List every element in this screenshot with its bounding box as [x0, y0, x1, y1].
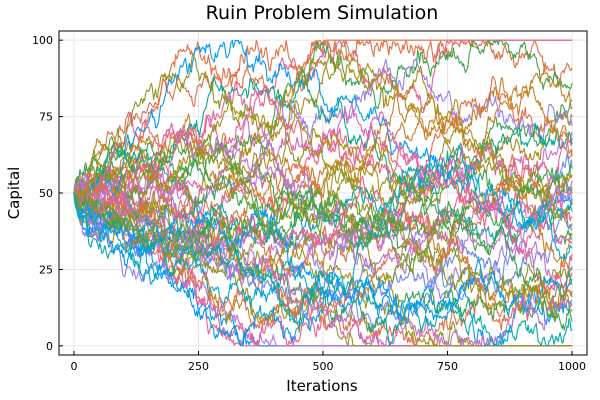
series-line-13: [73, 65, 573, 210]
series-line-50: [73, 192, 573, 347]
y-ticks: 0 25 50 75 100: [32, 34, 63, 353]
chart-title: Ruin Problem Simulation: [206, 2, 439, 24]
y-tick-label: 50: [39, 187, 53, 200]
x-tick-label: 0: [70, 360, 77, 373]
series-line-47: [73, 172, 573, 347]
series-line-34: [73, 169, 573, 279]
series-line-32: [73, 40, 573, 229]
series-line-15: [73, 58, 573, 245]
series-line-11: [73, 39, 573, 207]
x-tick-label: 250: [188, 360, 209, 373]
series-line-35: [73, 142, 573, 252]
series-line-26: [73, 141, 573, 272]
series-line-42: [73, 192, 573, 347]
x-ticks: 0 250 500 750 1000: [70, 351, 586, 373]
series-line-27: [73, 39, 573, 230]
series-lines: [73, 39, 573, 347]
x-tick-label: 500: [313, 360, 334, 373]
series-line-1: [73, 39, 573, 202]
series-line-48: [73, 54, 573, 317]
y-tick-label: 100: [32, 34, 53, 47]
y-tick-label: 0: [46, 340, 53, 353]
series-line-44: [73, 113, 573, 322]
series-line-40: [73, 167, 573, 300]
x-axis-label: Iterations: [286, 377, 358, 395]
series-line-41: [73, 162, 573, 292]
series-line-31: [73, 81, 573, 248]
series-line-45: [73, 185, 573, 331]
x-tick-label: 1000: [558, 360, 586, 373]
y-tick-label: 75: [39, 111, 53, 124]
series-line-37: [73, 145, 573, 308]
series-line-10: [73, 39, 573, 204]
series-line-36: [73, 103, 573, 245]
x-tick-label: 750: [437, 360, 458, 373]
y-tick-label: 25: [39, 263, 53, 276]
y-axis-label: Capital: [5, 167, 23, 220]
